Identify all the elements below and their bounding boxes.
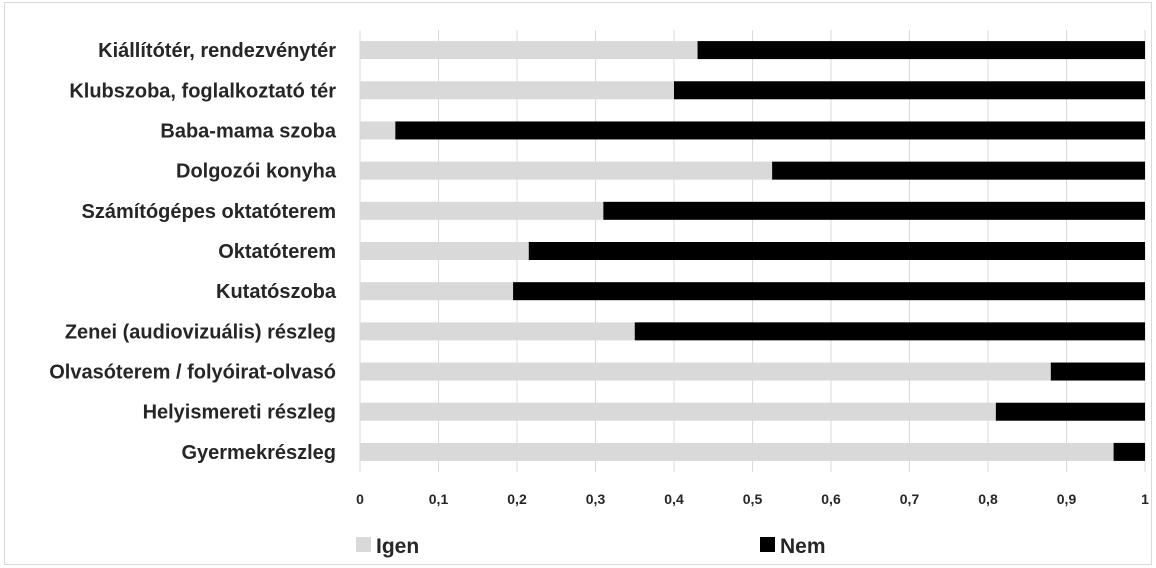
- category-label: Klubszoba, foglalkoztató tér: [69, 80, 336, 102]
- bar-nem: [603, 201, 1145, 220]
- bar-nem: [674, 81, 1145, 100]
- bar-nem: [1113, 442, 1145, 461]
- category-label: Gyermekrészleg: [181, 442, 336, 464]
- x-tick-label: 0,8: [978, 491, 998, 507]
- bar-igen: [360, 41, 698, 60]
- category-label: Baba-mama szoba: [160, 120, 336, 142]
- bar-igen: [360, 201, 604, 220]
- bar-nem: [528, 242, 1145, 260]
- category-label: Olvasóterem / folyóirat-olvasó: [49, 362, 336, 384]
- category-label: Kutatószoba: [216, 281, 337, 303]
- x-tick-label: 1: [1141, 491, 1149, 507]
- bar-igen: [360, 442, 1114, 461]
- bar-nem: [634, 322, 1145, 341]
- bar-igen: [360, 282, 514, 301]
- x-tick-label: 0,4: [664, 491, 684, 507]
- x-tick-label: 0,1: [429, 491, 449, 507]
- legend-swatch-igen: [356, 537, 371, 552]
- legend-label: Igen: [376, 535, 419, 558]
- x-tick-label: 0,7: [900, 491, 920, 507]
- bar-igen: [360, 121, 396, 140]
- x-tick-label: 0: [356, 491, 364, 507]
- category-label: Helyismereti részleg: [143, 402, 336, 424]
- bar-nem: [772, 161, 1145, 180]
- category-label: Dolgozói konyha: [176, 161, 337, 183]
- bar-nem: [513, 282, 1145, 301]
- x-tick-label: 0,2: [507, 491, 527, 507]
- x-tick-label: 0,5: [743, 491, 763, 507]
- bar-nem: [395, 121, 1145, 140]
- category-label: Számítógépes oktatóterem: [81, 201, 336, 223]
- bar-igen: [360, 362, 1051, 381]
- category-label: Zenei (audiovizuális) részleg: [65, 321, 336, 343]
- category-label: Oktatóterem: [218, 241, 336, 263]
- bar-igen: [360, 161, 773, 180]
- x-tick-label: 0,9: [1057, 491, 1077, 507]
- bar-igen: [360, 322, 635, 341]
- legend-swatch-nem: [760, 537, 775, 552]
- bar-nem: [697, 41, 1145, 60]
- legend-label: Nem: [780, 535, 826, 558]
- x-tick-label: 0,6: [821, 491, 841, 507]
- bar-nem: [995, 402, 1145, 421]
- bar-nem: [1050, 362, 1145, 381]
- x-tick-label: 0,3: [586, 491, 606, 507]
- category-label: Kiállítótér, rendezvénytér: [98, 40, 336, 62]
- bar-igen: [360, 242, 529, 260]
- bar-igen: [360, 402, 996, 421]
- bar-igen: [360, 81, 674, 100]
